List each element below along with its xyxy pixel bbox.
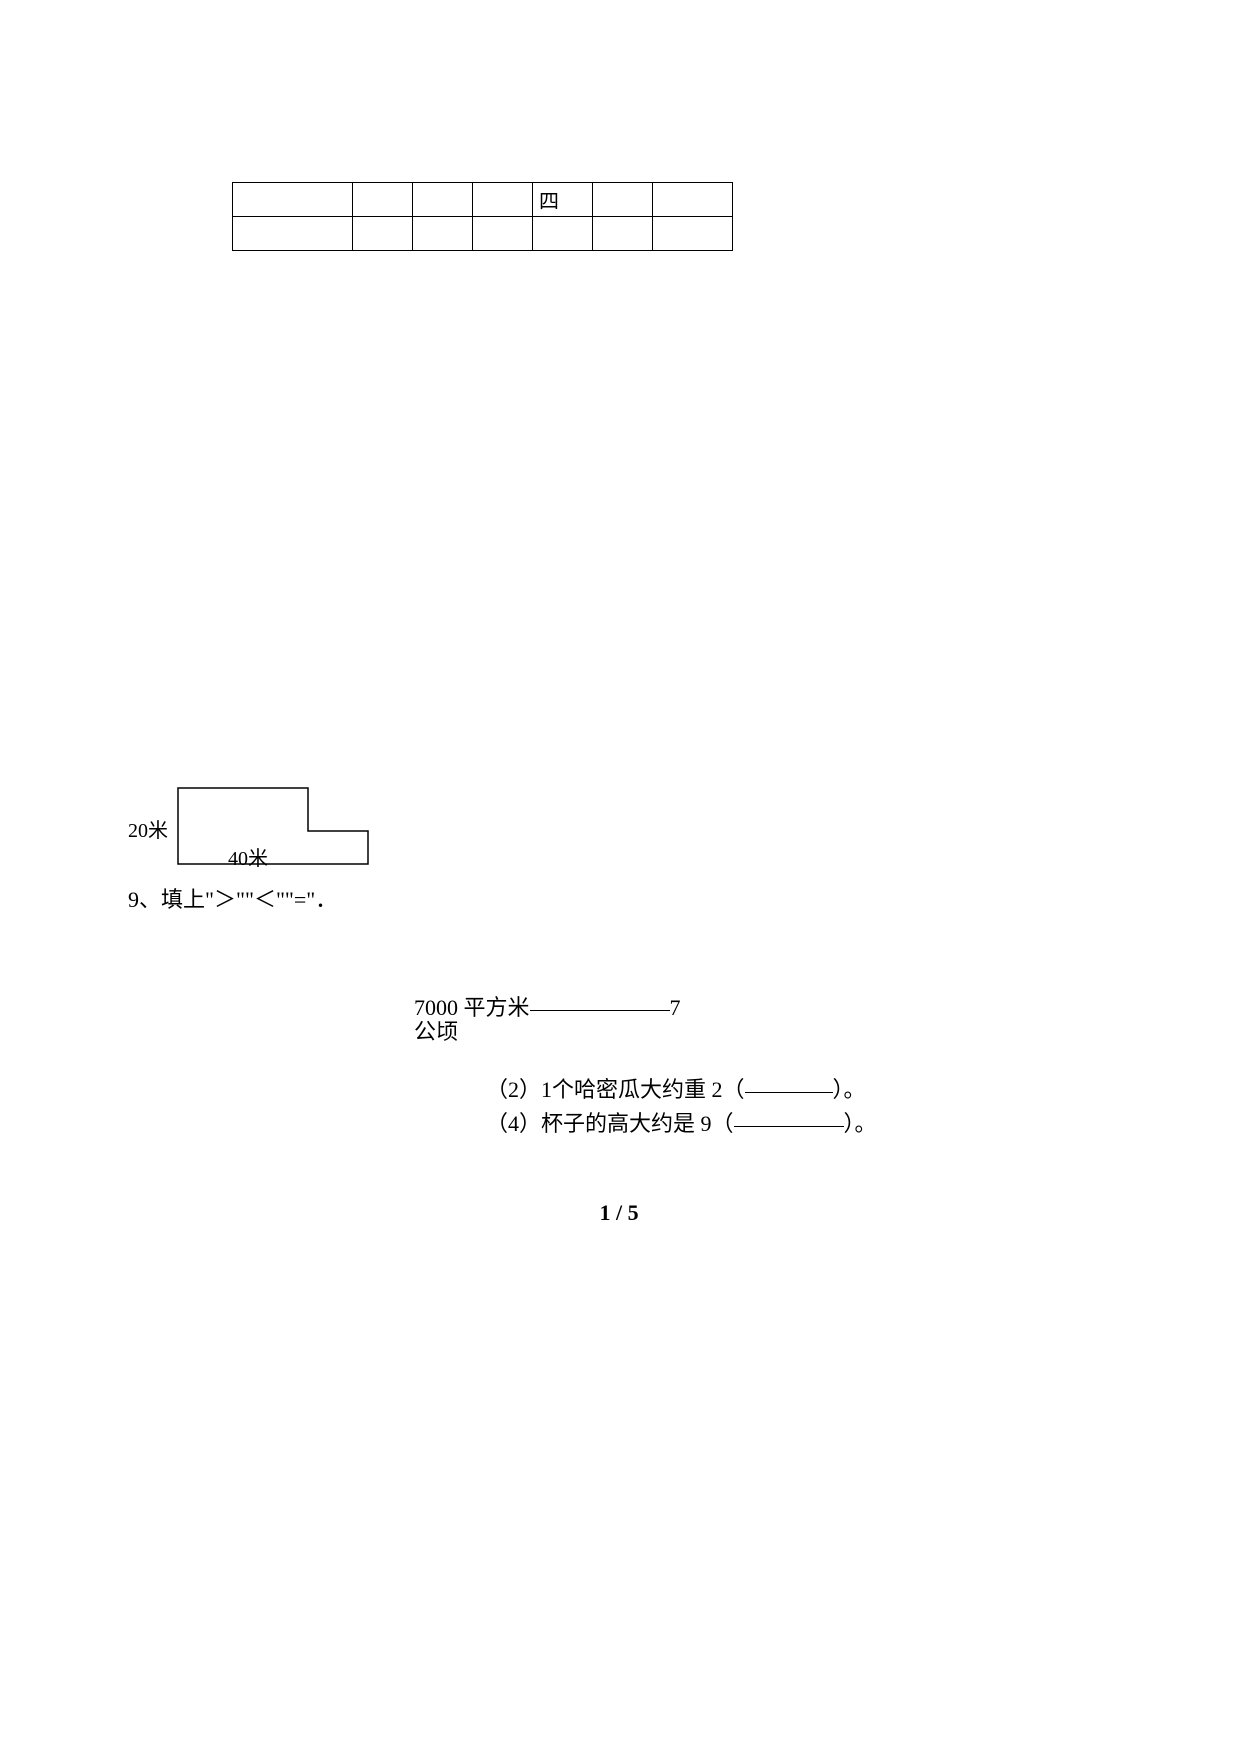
cell: [593, 183, 653, 217]
diagram-left-label: 20米: [128, 814, 168, 843]
cell: [473, 183, 533, 217]
compare-unit: 公顷: [414, 1014, 458, 1046]
cell: [353, 183, 413, 217]
page-sep: /: [610, 1200, 627, 1225]
cell: [593, 217, 653, 251]
cell: 四: [533, 183, 593, 217]
cell: [653, 217, 733, 251]
question-2: （2）1个哈密瓜大约重 2（ ）。: [486, 1072, 866, 1104]
header-table: 四: [232, 182, 733, 251]
cell: [473, 217, 533, 251]
page-current: 1: [599, 1200, 610, 1225]
table-row: [233, 217, 733, 251]
cell: [413, 217, 473, 251]
compare-right: 7: [670, 995, 681, 1020]
question-4: （4）杯子的高大约是 9（ ）。: [486, 1106, 877, 1138]
table-row: 四: [233, 183, 733, 217]
diagram-bottom-label: 40米: [228, 842, 268, 871]
blank-underline: [530, 1010, 670, 1011]
cell: [533, 217, 593, 251]
q4-text: （4）杯子的高大约是 9（: [486, 1111, 734, 1136]
cell: [233, 183, 353, 217]
l-shape-diagram: 20米 40米: [128, 786, 388, 866]
q2-end: ）。: [833, 1077, 866, 1102]
q4-end: ）。: [844, 1111, 877, 1136]
q2-text: （2）1个哈密瓜大约重 2（: [486, 1077, 745, 1102]
page-total: 5: [628, 1200, 639, 1225]
cell: [233, 217, 353, 251]
question-9: 9、填上"＞""＜""="．: [128, 882, 337, 914]
blank-underline: [745, 1092, 833, 1093]
page-number: 1 / 5: [0, 1200, 1238, 1226]
cell: [653, 183, 733, 217]
cell: [353, 217, 413, 251]
blank-underline: [734, 1126, 844, 1127]
score-table: 四: [232, 182, 733, 251]
cell: [413, 183, 473, 217]
